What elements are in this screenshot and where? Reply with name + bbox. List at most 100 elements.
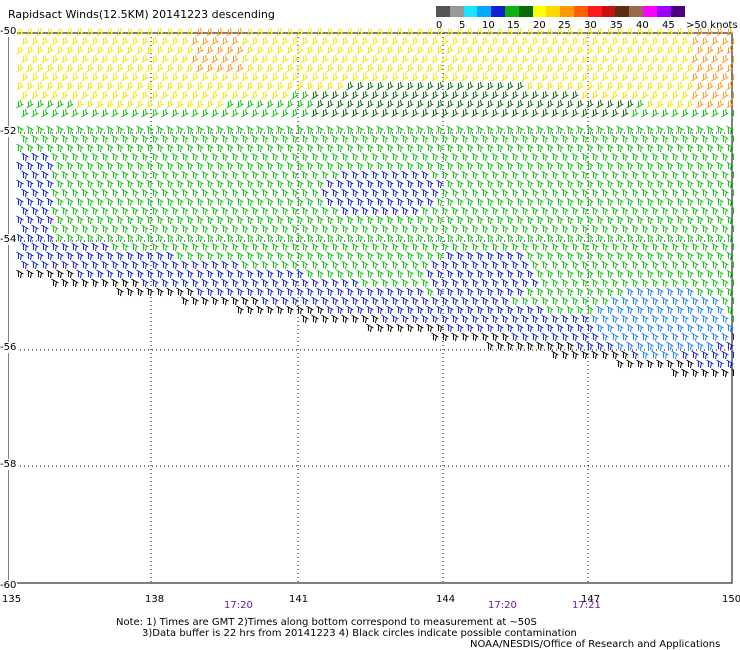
wind-barb — [326, 28, 334, 37]
wind-barb — [316, 215, 324, 225]
wind-barb — [261, 188, 269, 198]
wind-barb — [526, 305, 534, 315]
wind-barb — [196, 161, 204, 171]
wind-barb — [476, 99, 484, 109]
wind-barb — [586, 125, 594, 135]
wind-barb — [151, 224, 159, 234]
wind-barb — [601, 278, 609, 288]
wind-barb — [341, 296, 349, 306]
wind-barb — [581, 152, 589, 162]
wind-barb — [661, 314, 669, 324]
legend-label: 10 — [482, 20, 495, 31]
wind-barb — [506, 233, 514, 243]
wind-barb — [296, 251, 304, 261]
wind-barb — [296, 81, 304, 91]
wind-barb — [186, 215, 194, 225]
wind-barb — [346, 28, 354, 37]
wind-barb — [286, 28, 294, 37]
wind-barb — [156, 179, 164, 189]
wind-barb — [436, 305, 444, 315]
wind-barb — [16, 125, 24, 135]
wind-barb — [601, 108, 609, 118]
wind-barb — [586, 63, 594, 73]
lon-label: 150 — [722, 594, 740, 605]
wind-barb — [351, 278, 359, 288]
wind-barb — [576, 179, 584, 189]
wind-barb — [411, 314, 419, 324]
wind-barb — [201, 36, 209, 46]
wind-barb — [156, 269, 164, 279]
wind-barb — [591, 134, 599, 144]
wind-barb — [661, 278, 669, 288]
wind-barb — [276, 81, 284, 91]
credit-line: NOAA/NESDIS/Office of Research and Appli… — [470, 639, 721, 650]
wind-barb — [176, 197, 184, 207]
wind-barb — [631, 36, 639, 46]
wind-barb — [496, 99, 504, 109]
wind-barb — [386, 305, 394, 315]
wind-barb — [286, 143, 294, 153]
wind-barb — [571, 332, 579, 342]
wind-barb — [206, 28, 214, 37]
wind-barb — [521, 36, 529, 46]
wind-barb — [566, 99, 574, 109]
wind-barb — [556, 63, 564, 73]
wind-barb — [711, 54, 719, 64]
wind-barb — [546, 215, 554, 225]
wind-barb — [46, 45, 54, 55]
wind-barb — [26, 251, 34, 261]
wind-barb — [681, 242, 689, 252]
wind-barb — [216, 179, 224, 189]
wind-barb — [296, 99, 304, 109]
wind-barb — [296, 143, 304, 153]
wind-barb — [626, 197, 634, 207]
wind-barb — [276, 143, 284, 153]
wind-barb — [156, 251, 164, 261]
wind-barb — [106, 28, 114, 37]
wind-barb — [281, 170, 289, 180]
wind-barb — [421, 296, 429, 306]
wind-barb — [341, 314, 349, 324]
wind-barb — [656, 45, 664, 55]
wind-barb — [181, 242, 189, 252]
wind-barb — [321, 134, 329, 144]
wind-barb — [411, 90, 419, 100]
wind-barb — [616, 125, 624, 135]
wind-barb — [81, 134, 89, 144]
wind-barb — [221, 36, 229, 46]
wind-barb — [241, 206, 249, 216]
wind-barb — [246, 197, 254, 207]
wind-barb — [621, 314, 629, 324]
wind-barb — [336, 28, 344, 37]
wind-barb — [161, 224, 169, 234]
wind-barb — [166, 45, 174, 55]
wind-barb — [691, 188, 699, 198]
wind-barb — [336, 45, 344, 55]
wind-barb — [706, 341, 714, 351]
legend-label: 30 — [584, 20, 597, 31]
wind-barb — [301, 224, 309, 234]
wind-barb — [106, 197, 114, 207]
wind-barb — [231, 260, 239, 270]
wind-barb — [276, 125, 284, 135]
wind-barb — [126, 197, 134, 207]
wind-barb — [676, 233, 684, 243]
wind-barb — [361, 278, 369, 288]
wind-barb — [411, 224, 419, 234]
wind-barb — [656, 197, 664, 207]
wind-barb — [216, 99, 224, 109]
wind-barb — [21, 90, 29, 100]
wind-barb — [596, 323, 604, 333]
wind-barb — [181, 296, 189, 306]
wind-barb — [141, 36, 149, 46]
wind-barb — [671, 368, 679, 378]
wind-barb — [376, 125, 384, 135]
wind-barb — [706, 161, 714, 171]
wind-barb — [356, 179, 364, 189]
wind-barb — [636, 359, 644, 369]
wind-barb — [231, 206, 239, 216]
wind-barb — [166, 161, 174, 171]
wind-barb — [206, 269, 214, 279]
wind-barb — [691, 260, 699, 270]
wind-barb — [271, 134, 279, 144]
